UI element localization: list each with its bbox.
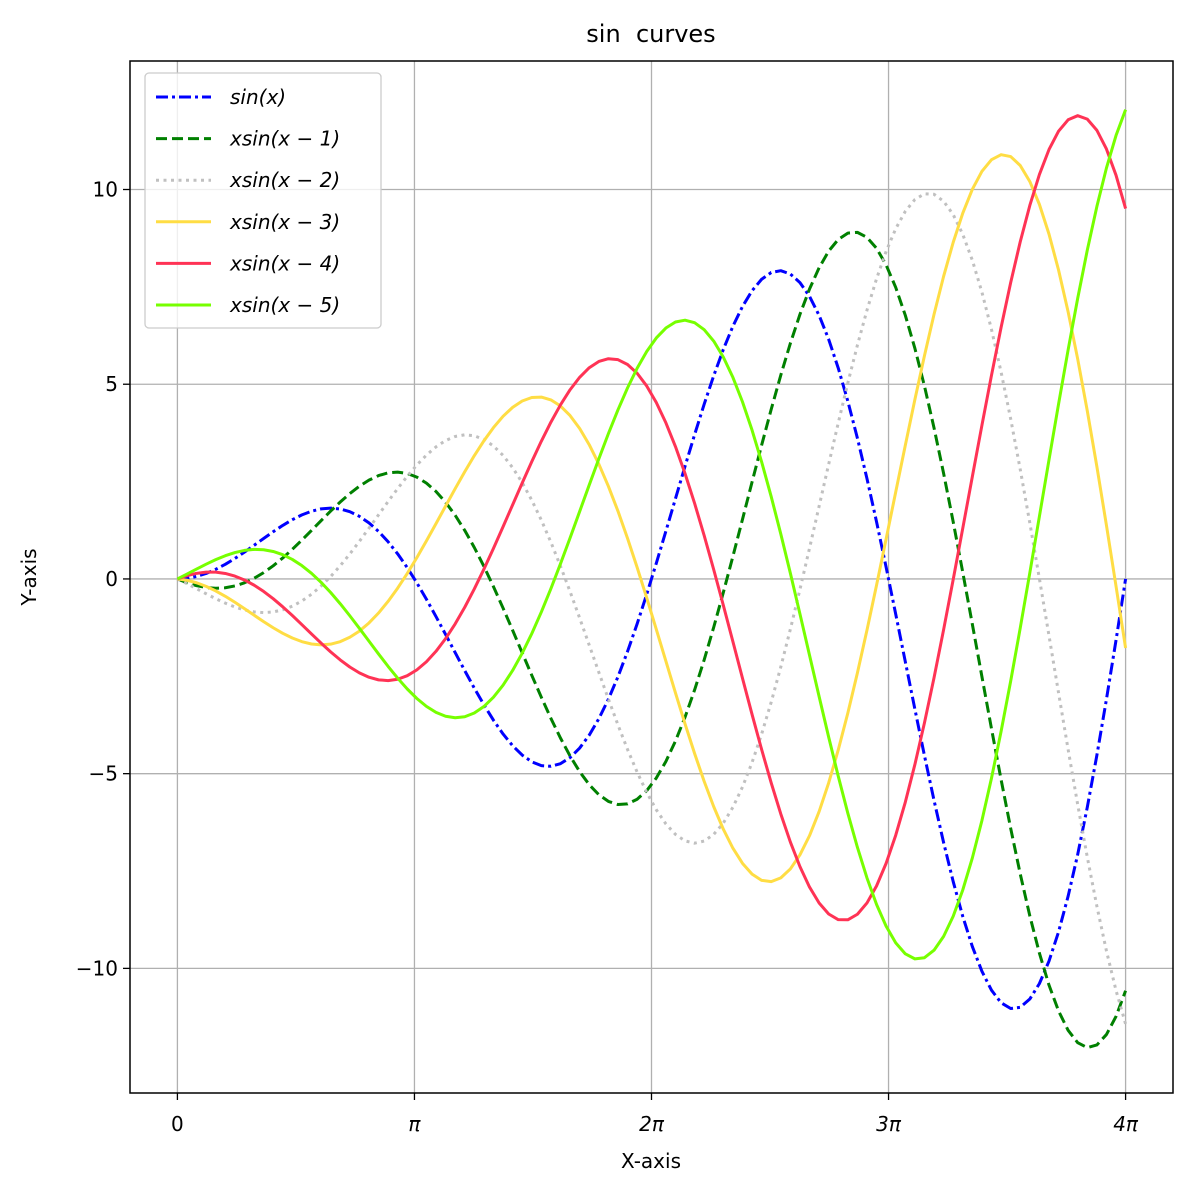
series-line <box>176 230 1127 1050</box>
series-line <box>177 269 1128 1011</box>
x-tick-label: 2π <box>639 1112 665 1136</box>
y-axis-label: Y-axis <box>17 548 41 606</box>
y-ticks: −10 −5 0 5 10 <box>76 178 130 980</box>
legend-label: xsin(x − 5) <box>229 293 340 317</box>
plot-lines <box>176 109 1128 1050</box>
legend-label: xsin(x − 4) <box>229 251 340 275</box>
legend: sin(x) xsin(x − 1) xsin(x − 2) xsin(x − 3) x… <box>144 72 382 329</box>
x-tick-label: 3π <box>876 1112 902 1136</box>
x-tick-label: 0 <box>171 1112 184 1136</box>
x-tick-label: π <box>408 1112 421 1136</box>
legend-label: xsin(x − 2) <box>229 168 340 192</box>
legend-label: sin(x) <box>230 85 286 109</box>
x-axis-label: X-axis <box>621 1149 681 1173</box>
legend-label: xsin(x − 1) <box>229 127 340 151</box>
x-ticks: 0 π 2π 3π 4π <box>171 1093 1139 1136</box>
y-tick-label: 0 <box>105 567 118 591</box>
y-tick-label: −10 <box>76 956 118 980</box>
series-line <box>176 109 1127 961</box>
series-line <box>177 153 1128 884</box>
legend-box <box>144 72 382 329</box>
y-tick-label: −5 <box>89 762 118 786</box>
x-tick-label: 4π <box>1113 1112 1139 1136</box>
y-tick-label: 10 <box>93 178 118 202</box>
series-line <box>176 114 1128 922</box>
legend-label: xsin(x − 3) <box>229 210 340 234</box>
chart-title: sin curves <box>586 20 715 48</box>
y-tick-label: 5 <box>105 372 118 396</box>
